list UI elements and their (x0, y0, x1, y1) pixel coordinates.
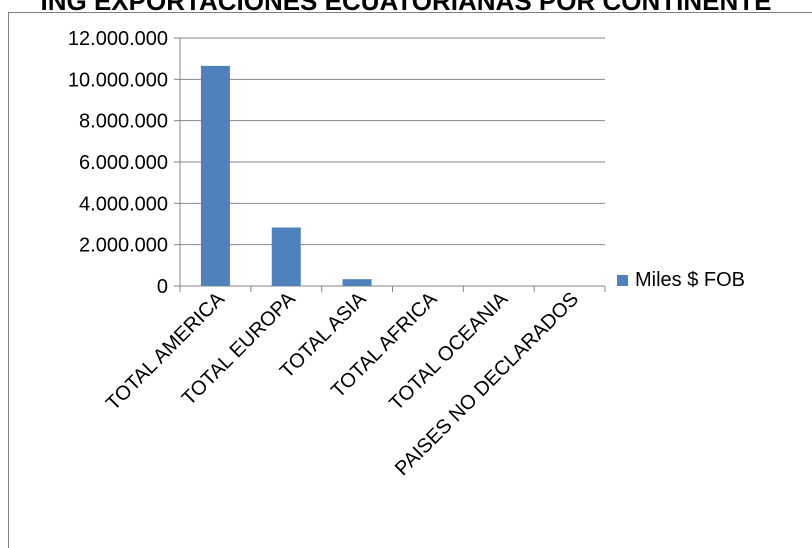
y-tick-label: 8.000.000 (79, 111, 168, 133)
y-tick-label: 10.000.000 (68, 69, 168, 91)
bar (342, 279, 372, 286)
bar (271, 227, 301, 286)
x-tick-label: TOTAL OCEANIA (385, 288, 512, 415)
legend-swatch (617, 275, 628, 286)
legend-label: Miles $ FOB (635, 269, 745, 291)
y-tick-label: 6.000.000 (79, 152, 168, 174)
x-tick-label: TOTAL AMERICA (102, 288, 229, 415)
y-tick-label: 2.000.000 (79, 235, 168, 257)
chart-frame (8, 12, 812, 548)
bar (200, 65, 230, 287)
y-tick-label: 4.000.000 (79, 193, 168, 215)
y-tick-label: 0 (157, 276, 168, 298)
y-tick-label: 12.000.000 (68, 28, 168, 50)
